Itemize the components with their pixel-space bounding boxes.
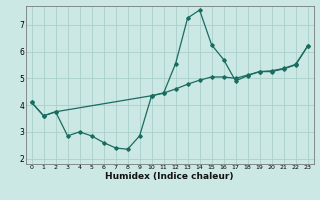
X-axis label: Humidex (Indice chaleur): Humidex (Indice chaleur) — [105, 172, 234, 181]
